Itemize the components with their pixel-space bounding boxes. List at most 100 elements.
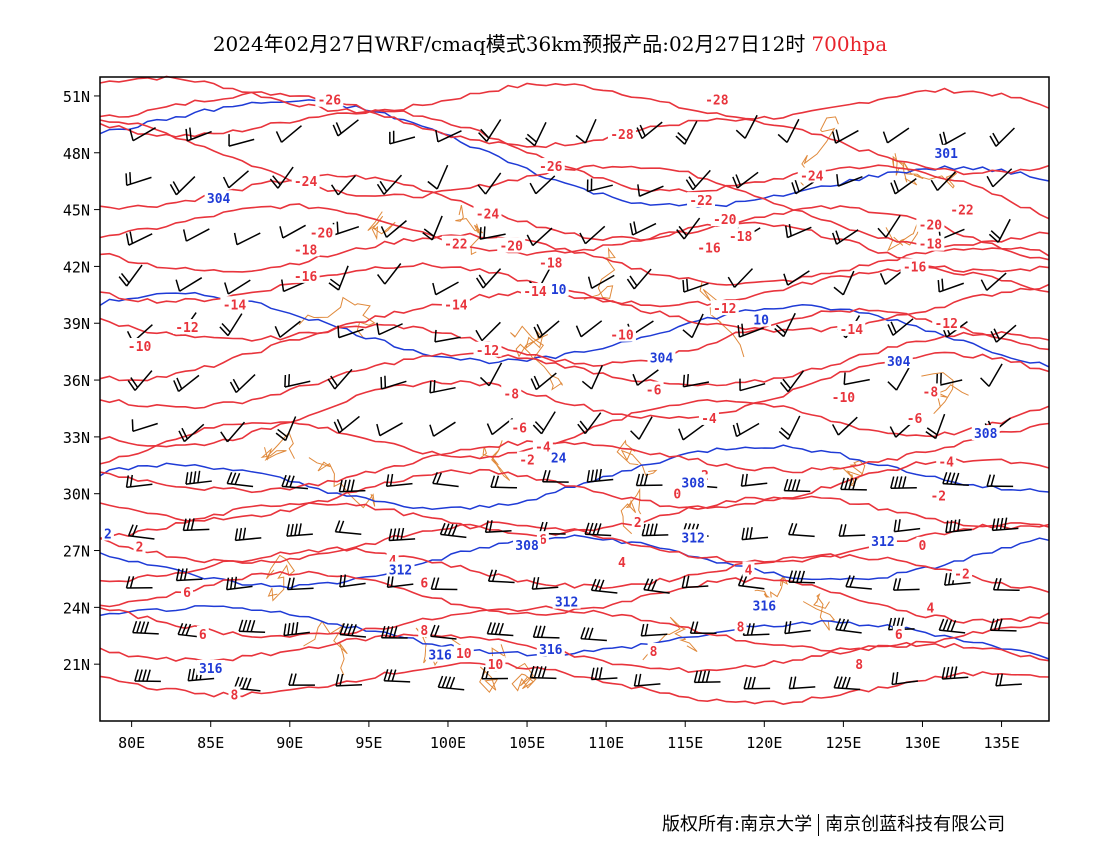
- wind-barb: [330, 174, 357, 196]
- height-label: 308: [974, 427, 998, 442]
- height-label-bg: [679, 529, 708, 545]
- wind-barb: [220, 421, 246, 443]
- temperature-isotherm: [99, 457, 1050, 522]
- wind-barb: [587, 274, 615, 289]
- height-label: 312: [389, 563, 412, 578]
- temperature-label-bg: [892, 625, 905, 641]
- temperature-label: 10: [488, 658, 504, 673]
- wind-barb: [429, 421, 456, 437]
- temperature-label: 4: [618, 556, 626, 571]
- temperature-label: 0: [919, 539, 927, 554]
- temperature-label: 4: [745, 563, 753, 578]
- temperature-label-bg: [133, 538, 146, 554]
- temperature-label-bg: [291, 241, 320, 257]
- wind-barb: [541, 470, 569, 483]
- wind-barb: [995, 673, 1022, 687]
- height-label-bg: [101, 525, 114, 541]
- wind-barb: [334, 520, 362, 536]
- temperature-label-bg: [698, 409, 719, 425]
- wind-barb: [882, 127, 910, 144]
- wind-barb: [228, 134, 255, 147]
- temperature-label: -20: [919, 219, 943, 234]
- wind-barb: [581, 364, 604, 390]
- temperature-isotherm: [99, 119, 1050, 248]
- temperature-label: -10: [128, 340, 152, 355]
- wind-barb: [743, 676, 771, 690]
- temperature-label-bg: [904, 409, 925, 425]
- wind-barb: [887, 318, 914, 336]
- temperature-label: 6: [895, 628, 903, 643]
- temperature-label: 8: [650, 645, 658, 660]
- wind-barb: [991, 517, 1019, 532]
- wind-barb: [682, 313, 704, 339]
- wind-barb: [175, 568, 203, 582]
- wind-barb: [577, 412, 602, 435]
- wind-barb: [430, 577, 458, 591]
- height-label-bg: [386, 561, 415, 577]
- temperature-label: -24: [800, 169, 824, 184]
- wind-barb: [234, 527, 262, 542]
- lon-tick-label: 85E: [197, 734, 224, 752]
- height-label: 316: [428, 649, 452, 664]
- temperature-label-bg: [125, 337, 154, 353]
- wind-barb: [676, 217, 701, 240]
- temperature-label-bg: [694, 239, 723, 255]
- temperature-label: -12: [713, 302, 736, 317]
- wind-barb: [989, 618, 1017, 632]
- lon-tick-label: 125E: [825, 734, 861, 752]
- wind-barb: [118, 264, 143, 287]
- temperature-label: -8: [923, 385, 939, 400]
- wind-barb: [386, 574, 414, 589]
- temperature-label: -14: [840, 323, 864, 338]
- wind-barb: [125, 172, 152, 187]
- wind-barb: [777, 118, 800, 143]
- height-label-bg: [536, 641, 565, 657]
- wind-barb: [327, 368, 353, 390]
- lat-tick-label: 24N: [63, 599, 90, 617]
- temperature-label-bg: [726, 228, 755, 244]
- wind-barb: [429, 624, 457, 640]
- height-label: 304: [650, 351, 674, 366]
- temperature-label: -12: [934, 317, 957, 332]
- wind-barb: [339, 574, 366, 588]
- wind-barb: [434, 329, 461, 343]
- temperature-isotherm: [99, 307, 1050, 382]
- wind-barb: [930, 171, 957, 192]
- footer-company: 南京创蓝科技有限公司: [825, 814, 1006, 835]
- wind-barb: [633, 673, 661, 687]
- wind-barb: [831, 229, 859, 245]
- wind-barb: [831, 416, 858, 436]
- wind-barb: [281, 474, 309, 490]
- wind-barb: [988, 218, 1011, 243]
- temperature-label-bg: [936, 453, 957, 469]
- wind-barb: [269, 166, 294, 189]
- temperature-label: -16: [294, 270, 318, 285]
- geopotential-height-contours: [99, 99, 1050, 660]
- lat-tick-label: 27N: [63, 543, 90, 561]
- temperature-label-bg: [900, 258, 929, 274]
- wind-barb: [182, 228, 210, 242]
- wind-barb: [479, 362, 503, 387]
- temperature-label-bg: [916, 235, 945, 251]
- wind-barb: [788, 522, 815, 538]
- height-label-bg: [932, 144, 961, 160]
- temperature-label: -18: [729, 230, 753, 245]
- height-contour: [99, 534, 1050, 589]
- temperature-label-bg: [607, 326, 636, 342]
- wind-barb: [681, 575, 709, 589]
- wind-barb: [275, 416, 297, 442]
- temperature-label-bg: [631, 514, 644, 530]
- wind-barb: [629, 221, 657, 236]
- wind-barb: [741, 526, 769, 541]
- wind-barb: [643, 578, 670, 594]
- wind-barb: [127, 524, 155, 540]
- height-label-bg: [548, 449, 569, 465]
- wind-barb: [477, 172, 502, 195]
- wind-barb: [986, 168, 1013, 188]
- height-label: 312: [871, 535, 894, 550]
- footer-separator: [818, 814, 820, 836]
- boundary-line: [260, 431, 295, 461]
- temperature-label-bg: [473, 205, 502, 221]
- height-label: 24: [551, 452, 567, 467]
- temperature-label: -10: [610, 329, 634, 344]
